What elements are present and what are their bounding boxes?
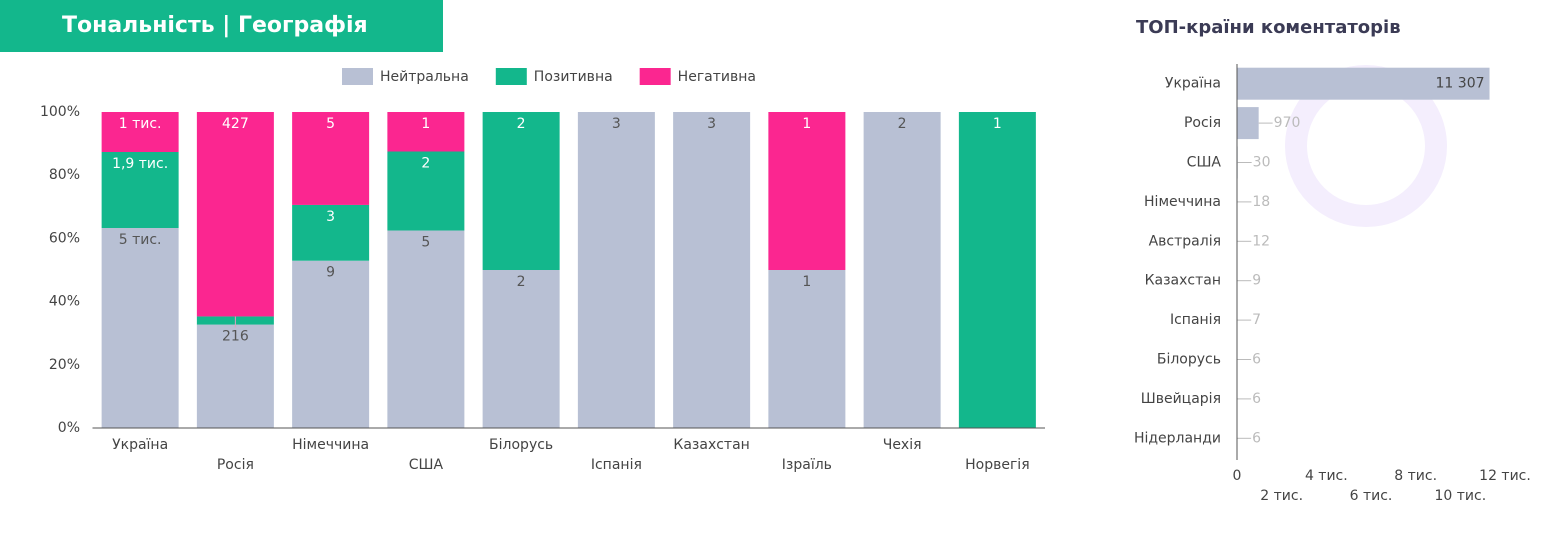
chart-title: ТОП-країни коментаторів <box>1136 17 1401 38</box>
x-tick-label: 12 тис. <box>1479 468 1531 484</box>
y-tick-label: Німеччина <box>1144 194 1221 210</box>
y-tick-label: 40% <box>49 294 80 310</box>
x-tick-label: Білорусь <box>489 437 553 453</box>
bar <box>1237 107 1259 140</box>
bar-segment <box>387 151 465 231</box>
x-tick-label: 6 тис. <box>1350 488 1393 504</box>
data-label: 3 <box>707 116 716 132</box>
data-label: 12 <box>1252 233 1270 249</box>
y-tick-label: Нідерланди <box>1134 430 1221 446</box>
y-tick-label: 100% <box>40 104 80 120</box>
data-label: 1 <box>802 274 811 290</box>
y-tick-label: 0% <box>58 420 80 436</box>
legend-swatch <box>639 68 671 85</box>
bar-segment <box>768 270 846 428</box>
data-label: 9 <box>1252 273 1261 289</box>
data-label: 2 <box>421 156 430 172</box>
legend-label: Негативна <box>678 69 756 85</box>
data-label: 6 <box>1252 391 1261 407</box>
bar-segment <box>101 152 179 228</box>
data-label: 1 <box>993 116 1002 132</box>
data-label: 5 <box>326 116 335 132</box>
bar-segment <box>292 260 370 428</box>
bar-segment <box>768 112 846 270</box>
x-tick-label: США <box>409 457 444 473</box>
bar-segment <box>958 112 1036 428</box>
bar-segment <box>863 112 941 428</box>
y-tick-label: Іспанія <box>1170 312 1221 328</box>
data-label: 1 <box>802 116 811 132</box>
bar-segment <box>196 112 274 317</box>
x-tick-label: Казахстан <box>673 437 749 453</box>
x-tick-label: Україна <box>112 437 168 453</box>
bar <box>1237 67 1490 100</box>
data-label: 5 тис. <box>119 232 162 248</box>
header-band <box>0 0 443 52</box>
bar-segment <box>101 228 179 428</box>
legend-label: Нейтральна <box>380 69 469 85</box>
bar-segment <box>482 270 560 428</box>
x-tick-label: 0 <box>1233 468 1242 484</box>
data-label: 7 <box>1252 312 1261 328</box>
legend-swatch <box>342 68 373 85</box>
bar-segment <box>101 112 179 152</box>
y-tick-label: 60% <box>49 230 80 246</box>
data-label: 1,9 тис. <box>112 156 168 172</box>
data-label: 30 <box>1253 155 1271 171</box>
data-label: 2 <box>517 274 526 290</box>
bar-segment <box>482 112 560 270</box>
legend-label: Позитивна <box>534 69 613 85</box>
bar-segment <box>292 112 370 205</box>
data-label: 6 <box>1252 352 1261 368</box>
data-label: 2 <box>898 116 907 132</box>
x-tick-label: 2 тис. <box>1260 488 1303 504</box>
x-tick-label: 10 тис. <box>1434 488 1486 504</box>
data-label: 9 <box>326 265 335 281</box>
x-tick-label: Ізраїль <box>782 457 832 473</box>
data-label: 2 <box>517 116 526 132</box>
data-label: 3 <box>326 209 335 225</box>
bar-segment <box>577 112 655 428</box>
data-label: 18 <box>1252 194 1270 210</box>
y-tick-label: Австралія <box>1149 233 1221 249</box>
x-tick-label: Норвегія <box>965 457 1030 473</box>
y-tick-label: США <box>1187 155 1222 171</box>
data-label: 6 <box>1252 430 1261 446</box>
y-tick-label: 20% <box>49 357 80 373</box>
y-tick-label: Україна <box>1165 76 1221 92</box>
bar-segment <box>387 112 465 152</box>
x-tick-label: Чехія <box>883 437 922 453</box>
legend-swatch <box>495 68 527 85</box>
data-label: 216 <box>222 329 249 345</box>
bar-segment <box>387 230 465 428</box>
chart-title: Тональність | Географія <box>62 13 368 38</box>
y-tick-label: Білорусь <box>1157 352 1221 368</box>
y-tick-label: Росія <box>1184 115 1221 131</box>
data-label: 11 307 <box>1436 76 1485 92</box>
x-tick-label: 4 тис. <box>1305 468 1348 484</box>
x-tick-label: Росія <box>217 457 254 473</box>
data-label: 970 <box>1274 115 1301 131</box>
x-tick-label: Іспанія <box>591 457 642 473</box>
y-tick-label: Швейцарія <box>1141 391 1221 407</box>
y-tick-label: 80% <box>49 167 80 183</box>
y-tick-label: Казахстан <box>1145 273 1221 289</box>
data-label: 427 <box>222 116 249 132</box>
data-label: 5 <box>421 235 430 251</box>
bar-segment <box>196 324 274 428</box>
bar-segment <box>673 112 751 428</box>
data-label: 1 <box>421 116 430 132</box>
bar-segment <box>292 204 370 261</box>
data-label: 3 <box>612 116 621 132</box>
x-tick-label: 8 тис. <box>1394 468 1437 484</box>
data-label: 1 тис. <box>119 116 162 132</box>
x-tick-label: Німеччина <box>292 437 369 453</box>
